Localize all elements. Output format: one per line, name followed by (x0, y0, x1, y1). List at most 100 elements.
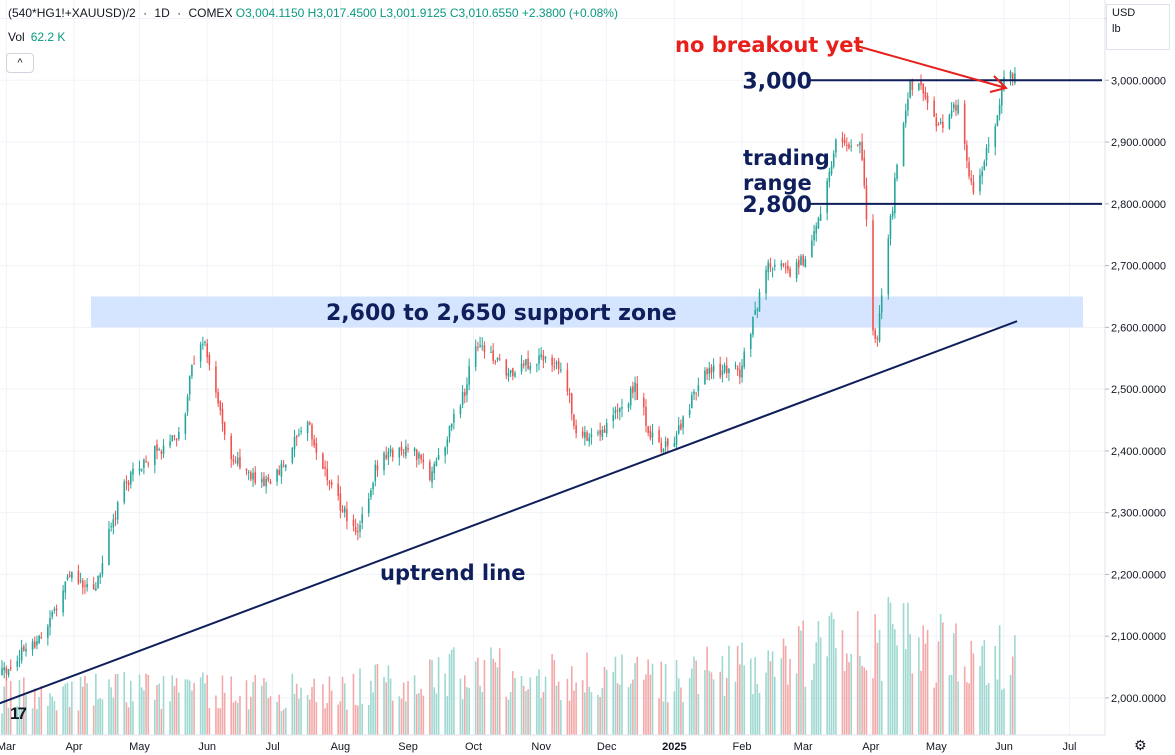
volume-bar (267, 698, 270, 735)
volume-bar (252, 681, 254, 735)
volume-bar (693, 656, 695, 735)
candle-body (252, 472, 254, 480)
candle-body (498, 358, 501, 360)
volume-bar (219, 708, 222, 735)
volume-bar (450, 649, 453, 735)
candle-body (581, 431, 584, 437)
time-axis[interactable]: Mar Apr May Jun Jul Aug Sep Oct Nov Dec 2025 Feb Mar… (0, 734, 1105, 753)
candle-body (937, 124, 940, 126)
candle-body (933, 100, 935, 117)
candle-body (234, 461, 237, 463)
candle-body (721, 370, 724, 376)
candle-body (156, 444, 158, 451)
candle-body (966, 144, 968, 161)
candle-body (247, 471, 250, 473)
volume-bar (719, 671, 721, 735)
volume-bar (385, 682, 388, 735)
candle-body (972, 181, 975, 193)
candle-body (743, 351, 746, 368)
candle-body (446, 439, 449, 447)
volume-bar (138, 674, 141, 735)
volume-bar (937, 641, 940, 735)
volume-bar (391, 700, 394, 735)
candle-body (125, 481, 128, 483)
volume-bar (280, 711, 283, 735)
price-axis[interactable]: 2,000.0000 2,100.0000 2,200.0000 2,300.0000… (1104, 0, 1166, 735)
candle-body (79, 580, 82, 582)
candle-body (828, 171, 831, 182)
volume-bar (158, 683, 160, 735)
volume-bar (405, 701, 407, 735)
candle-body (514, 372, 516, 377)
volume-bar (62, 686, 64, 735)
volume-bar (662, 701, 665, 735)
volume-bar (658, 698, 660, 735)
volume-bar (232, 702, 235, 735)
candle-body (634, 382, 636, 392)
candle-body (359, 524, 361, 532)
candle-body (260, 479, 263, 483)
volume-bar (815, 642, 818, 735)
candle-body (675, 434, 678, 445)
volume-bar (66, 682, 69, 735)
candle-body (957, 104, 959, 114)
volume-bar (188, 680, 191, 735)
candle-body (99, 574, 102, 578)
volume-bar (431, 660, 433, 735)
volume-bar (461, 699, 464, 735)
candle-body (758, 292, 761, 312)
volume-bar (311, 687, 313, 735)
candle-body (245, 468, 248, 471)
volume-bar (728, 645, 730, 735)
candle-body (688, 409, 691, 415)
volume-bar (162, 676, 165, 735)
volume-bar (453, 647, 455, 735)
volume-bar (966, 682, 968, 735)
candle-body (18, 658, 21, 660)
volume-bar (468, 688, 470, 735)
volume-bar (339, 701, 342, 735)
candle-body (108, 529, 110, 566)
volume-bar (53, 701, 56, 735)
volume-bar (298, 698, 300, 735)
candle-body (1001, 85, 1003, 106)
candle-body (832, 153, 835, 167)
volume-bar (725, 677, 728, 735)
volume-bar (490, 647, 492, 735)
volume-bar (84, 676, 86, 735)
candle-body (924, 91, 927, 98)
volume-bar (372, 692, 374, 735)
candle-body (326, 468, 329, 481)
volume-bar (629, 683, 632, 735)
volume-bar (667, 702, 669, 735)
candle-body (509, 370, 512, 374)
candle-body (352, 519, 355, 526)
y-tick-label: 2,200.0000 (1111, 569, 1166, 581)
candle-body (376, 465, 379, 471)
volume-bar (477, 657, 479, 735)
volume-bar (1, 713, 3, 735)
volume-bar (618, 684, 621, 735)
candle-body (221, 408, 224, 424)
candle-body (520, 363, 523, 372)
candle-body (328, 482, 331, 484)
volume-bar (553, 660, 556, 735)
candle-body (55, 608, 58, 611)
volume-bar (407, 681, 409, 735)
volume-bar (361, 703, 363, 735)
candle-body (402, 452, 405, 454)
level-3000-label: 3,000 (742, 69, 812, 94)
collapse-legend-button[interactable]: ^ (6, 53, 34, 73)
volume-bar (848, 662, 850, 735)
settings-icon[interactable]: ⚙ (1134, 737, 1147, 753)
tradingview-logo-icon[interactable]: 17 (10, 704, 27, 723)
symbol-name[interactable]: (540*HG1!+XAUUSD)/2 (8, 6, 136, 20)
candle-body (479, 344, 481, 347)
volume-bar (878, 629, 881, 735)
currency-unit-box[interactable]: USD lb (1106, 4, 1170, 50)
volume-bar (346, 709, 348, 735)
volume-bar (972, 653, 975, 735)
volume-bar (769, 661, 772, 735)
candle-body (804, 259, 807, 268)
